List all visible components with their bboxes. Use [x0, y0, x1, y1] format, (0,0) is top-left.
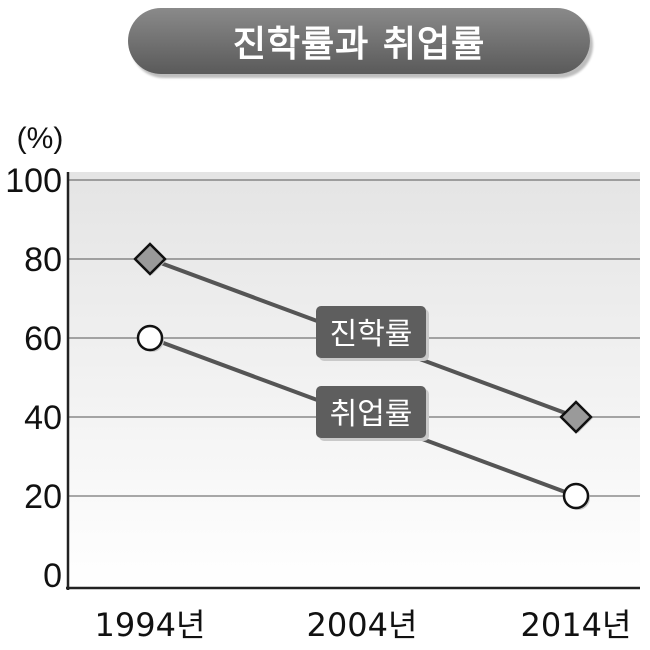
plot-background: [68, 172, 640, 588]
diamond-marker: [133, 242, 167, 276]
y-tick-label: 80: [24, 241, 62, 279]
y-tick-label: 20: [24, 478, 62, 516]
x-tick-label: 2014년: [521, 606, 632, 644]
diamond-marker: [559, 400, 593, 434]
circle-marker: [136, 324, 164, 352]
x-tick-labels: 1994년 2004년 2014년: [95, 606, 632, 644]
series-label-box: [316, 306, 426, 358]
y-tick-label: 40: [24, 399, 62, 437]
y-tick-labels: 0 20 40 60 80 100: [5, 162, 62, 595]
y-tick-label: 0: [43, 557, 62, 595]
circle-marker: [562, 482, 590, 510]
series-label-box: [316, 386, 426, 438]
x-tick-label: 1994년: [95, 606, 206, 644]
series-label-1: 취업률: [330, 397, 413, 432]
x-tick-label: 2004년: [307, 606, 418, 644]
series-label-0: 진학률: [330, 317, 413, 352]
y-tick-label: 100: [5, 162, 62, 200]
chart-title: 진학률과 취업률: [128, 8, 590, 74]
y-axis-unit: (%): [17, 122, 64, 155]
y-tick-label: 60: [24, 320, 62, 358]
series-markers: [133, 242, 593, 510]
